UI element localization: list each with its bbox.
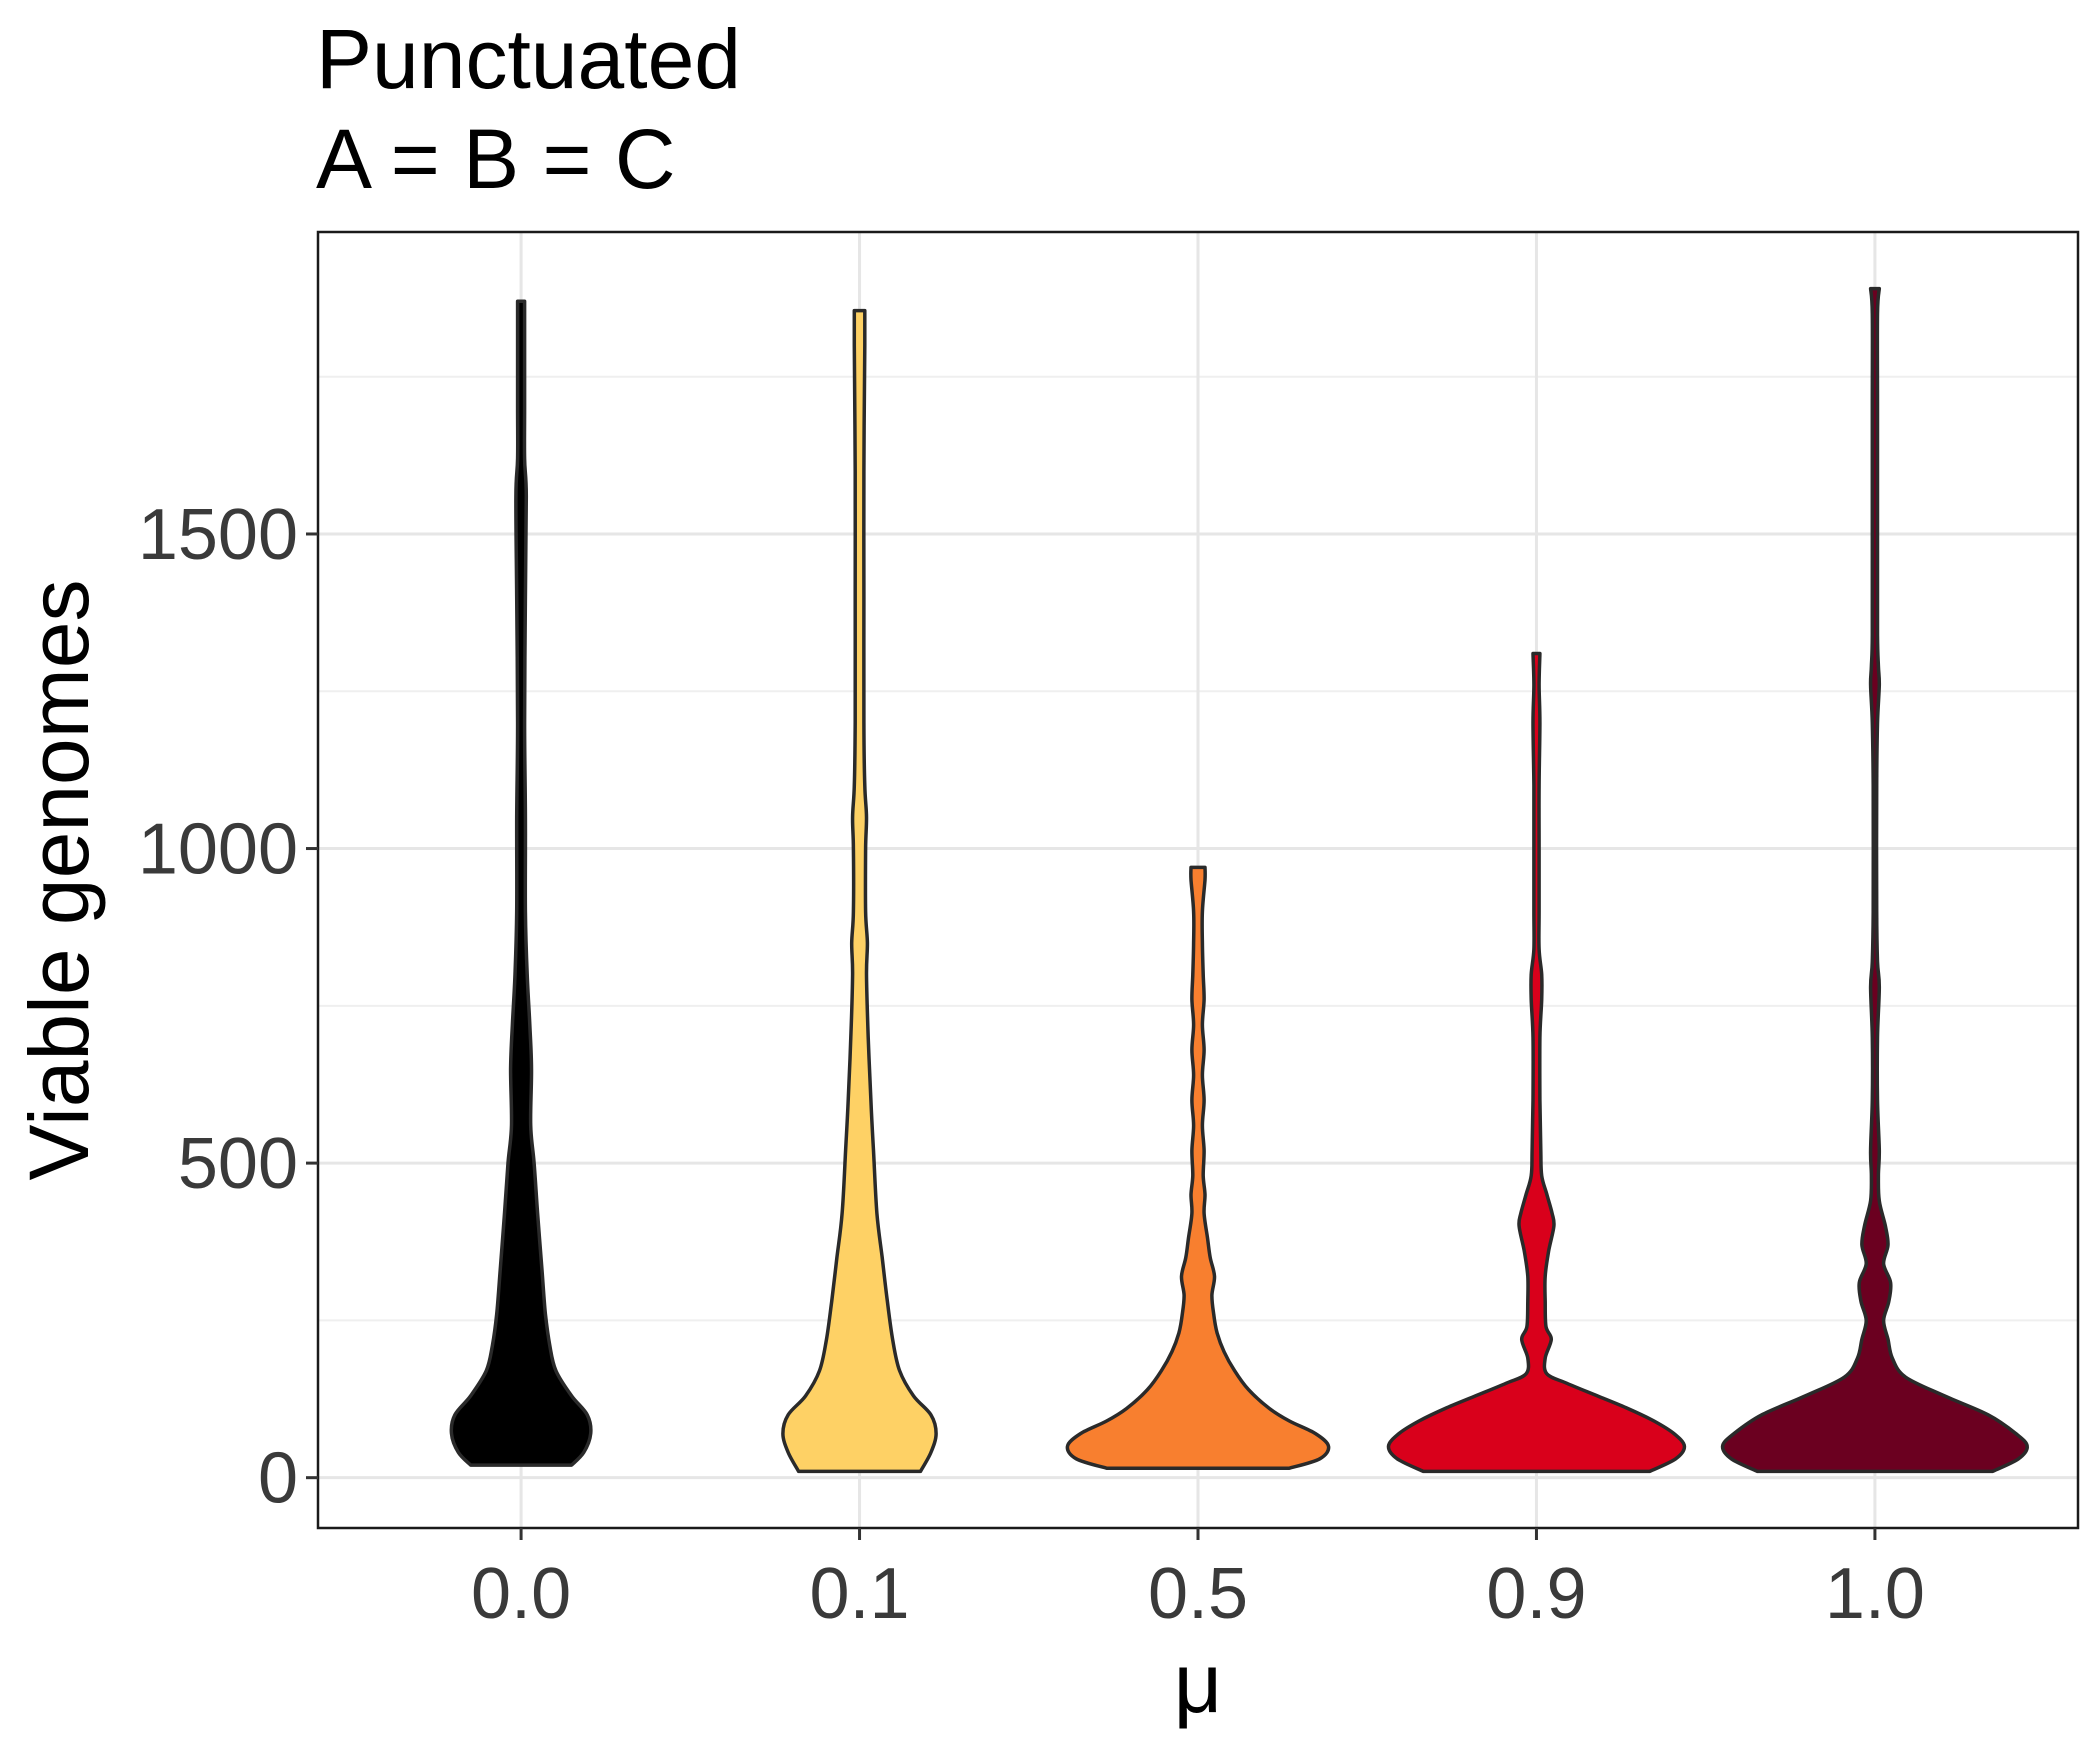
x-tick-label: 1.0 <box>1825 1554 1925 1634</box>
y-axis-title: Viable genomes <box>12 580 106 1181</box>
x-tick-label: 0.5 <box>1148 1554 1248 1634</box>
y-tick-label: 500 <box>178 1124 298 1204</box>
x-axis: 0.0 0.1 0.5 0.9 1.0 <box>471 1528 1925 1634</box>
violin-1-0 <box>1720 286 2029 1474</box>
x-tick-label: 0.0 <box>471 1554 571 1634</box>
violin-0-1 <box>781 308 938 1474</box>
violin-0-9 <box>1386 651 1687 1474</box>
chart-title: Punctuated <box>316 12 741 106</box>
y-tick-label: 1000 <box>138 810 298 890</box>
violin-0-5 <box>1065 865 1331 1470</box>
chart-subtitle: A = B = C <box>316 112 676 206</box>
y-axis: 0 500 1000 1500 <box>138 495 318 1519</box>
x-tick-label: 0.1 <box>809 1554 909 1634</box>
x-tick-label: 0.9 <box>1486 1554 1586 1634</box>
y-tick-label: 0 <box>258 1439 298 1519</box>
plot-panel: 0 500 1000 1500 0.0 0.1 0.5 0.9 1.0 <box>138 230 2080 1634</box>
x-axis-title: μ <box>1174 1636 1222 1730</box>
y-tick-label: 1500 <box>138 495 298 575</box>
violin-0-0 <box>449 299 593 1467</box>
violins <box>449 286 2029 1474</box>
